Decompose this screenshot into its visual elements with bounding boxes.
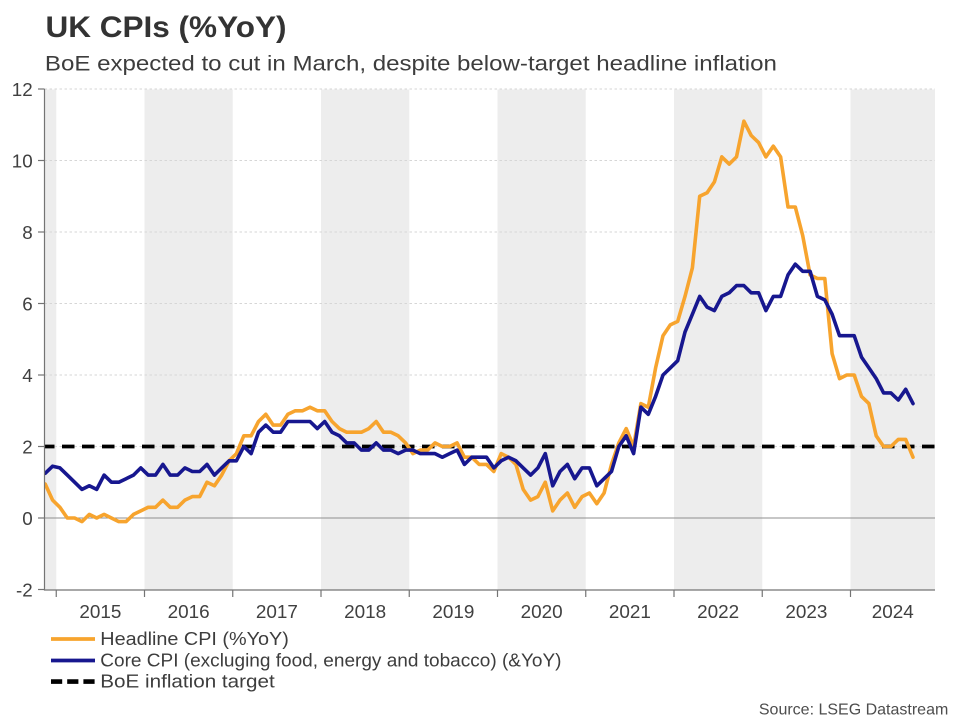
svg-text:2019: 2019 [432, 601, 474, 622]
svg-text:2015: 2015 [79, 601, 121, 622]
svg-text:0: 0 [22, 508, 32, 529]
svg-text:BoE inflation target: BoE inflation target [100, 672, 274, 692]
svg-text:2022: 2022 [697, 601, 739, 622]
svg-text:-2: -2 [16, 580, 33, 601]
svg-text:Headline CPI (%YoY): Headline CPI (%YoY) [100, 629, 288, 649]
svg-text:Source: LSEG Datastream: Source: LSEG Datastream [759, 701, 948, 718]
svg-text:2: 2 [22, 437, 32, 458]
svg-text:2017: 2017 [256, 601, 298, 622]
svg-text:8: 8 [22, 222, 32, 243]
svg-text:2020: 2020 [521, 601, 563, 622]
svg-text:2021: 2021 [609, 601, 651, 622]
svg-text:2023: 2023 [785, 601, 827, 622]
svg-text:2016: 2016 [168, 601, 210, 622]
svg-text:UK CPIs (%YoY): UK CPIs (%YoY) [46, 11, 287, 44]
svg-text:BoE expected to cut in March,: BoE expected to cut in March, despite be… [45, 52, 777, 76]
svg-text:10: 10 [12, 151, 33, 172]
svg-text:4: 4 [22, 365, 32, 386]
svg-text:6: 6 [22, 294, 32, 315]
svg-text:Core CPI (excluging food, ener: Core CPI (excluging food, energy and tob… [100, 651, 561, 671]
svg-text:2024: 2024 [872, 601, 914, 622]
svg-text:2018: 2018 [344, 601, 386, 622]
svg-text:12: 12 [12, 79, 33, 100]
